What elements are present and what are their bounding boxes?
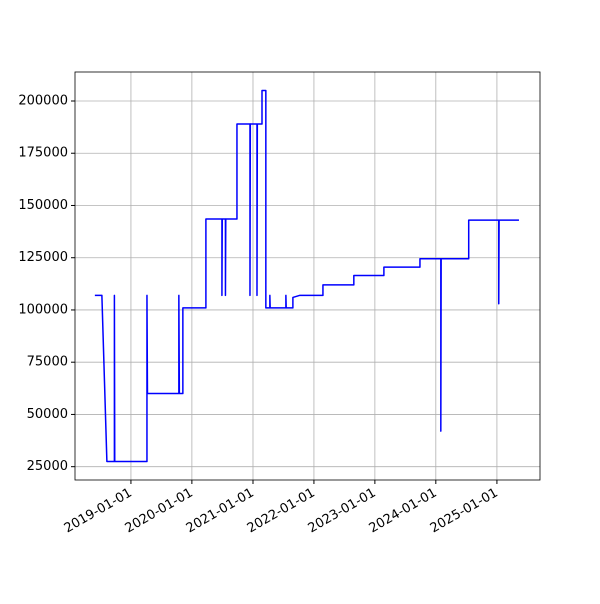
y-tick-label: 125000	[18, 250, 68, 265]
y-tick-label: 50000	[27, 407, 68, 422]
y-tick-label: 100000	[18, 302, 68, 317]
y-tick-label: 25000	[27, 459, 68, 474]
y-tick-label: 150000	[18, 198, 68, 213]
y-tick-label: 75000	[27, 355, 68, 370]
data-line	[94, 89, 519, 463]
y-tick-label: 175000	[18, 146, 68, 161]
plot-frame	[74, 71, 541, 481]
y-tick-label: 200000	[18, 93, 68, 108]
